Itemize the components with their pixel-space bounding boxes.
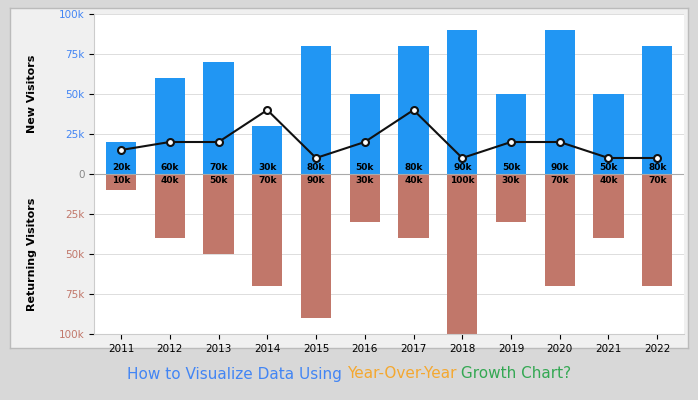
Bar <box>399 174 429 238</box>
Bar <box>496 174 526 222</box>
Bar <box>350 174 380 222</box>
Text: 90k: 90k <box>453 162 472 172</box>
Text: 40k: 40k <box>161 176 179 185</box>
Text: How to Visualize Data Using: How to Visualize Data Using <box>127 366 347 382</box>
Bar <box>399 46 429 174</box>
Text: 80k: 80k <box>648 162 667 172</box>
Bar <box>593 94 623 174</box>
Text: 90k: 90k <box>551 162 569 172</box>
Text: 30k: 30k <box>355 176 374 185</box>
Text: 50k: 50k <box>355 162 374 172</box>
Bar <box>203 174 234 254</box>
Bar <box>350 94 380 174</box>
Text: 70k: 70k <box>209 162 228 172</box>
Bar <box>593 174 623 238</box>
Bar <box>203 62 234 174</box>
Bar <box>301 174 331 318</box>
Bar <box>544 174 575 286</box>
Bar <box>447 30 477 174</box>
Text: Growth Chart?: Growth Chart? <box>456 366 571 382</box>
Text: 30k: 30k <box>502 176 520 185</box>
Text: 90k: 90k <box>306 176 325 185</box>
Bar <box>642 46 672 174</box>
Text: 10k: 10k <box>112 176 131 185</box>
Text: 60k: 60k <box>161 162 179 172</box>
Text: 20k: 20k <box>112 162 131 172</box>
Bar <box>301 46 331 174</box>
Text: 30k: 30k <box>258 162 276 172</box>
Text: 50k: 50k <box>209 176 228 185</box>
Text: 50k: 50k <box>600 162 618 172</box>
Bar <box>155 78 185 174</box>
Bar <box>106 174 136 190</box>
Bar <box>106 142 136 174</box>
Text: New Visitors: New Visitors <box>27 55 37 133</box>
Text: 80k: 80k <box>404 162 423 172</box>
Text: 70k: 70k <box>648 176 667 185</box>
Bar <box>447 174 477 334</box>
Text: 70k: 70k <box>258 176 276 185</box>
Text: 40k: 40k <box>404 176 423 185</box>
Text: Returning Visitors: Returning Visitors <box>27 197 37 311</box>
Text: 80k: 80k <box>307 162 325 172</box>
Text: 40k: 40k <box>600 176 618 185</box>
Bar <box>252 126 283 174</box>
Bar <box>252 174 283 286</box>
Bar <box>496 94 526 174</box>
Text: 50k: 50k <box>502 162 520 172</box>
Text: 70k: 70k <box>551 176 569 185</box>
Text: 100k: 100k <box>450 176 475 185</box>
Bar <box>155 174 185 238</box>
Bar <box>544 30 575 174</box>
Bar <box>642 174 672 286</box>
Text: Year-Over-Year: Year-Over-Year <box>347 366 456 382</box>
